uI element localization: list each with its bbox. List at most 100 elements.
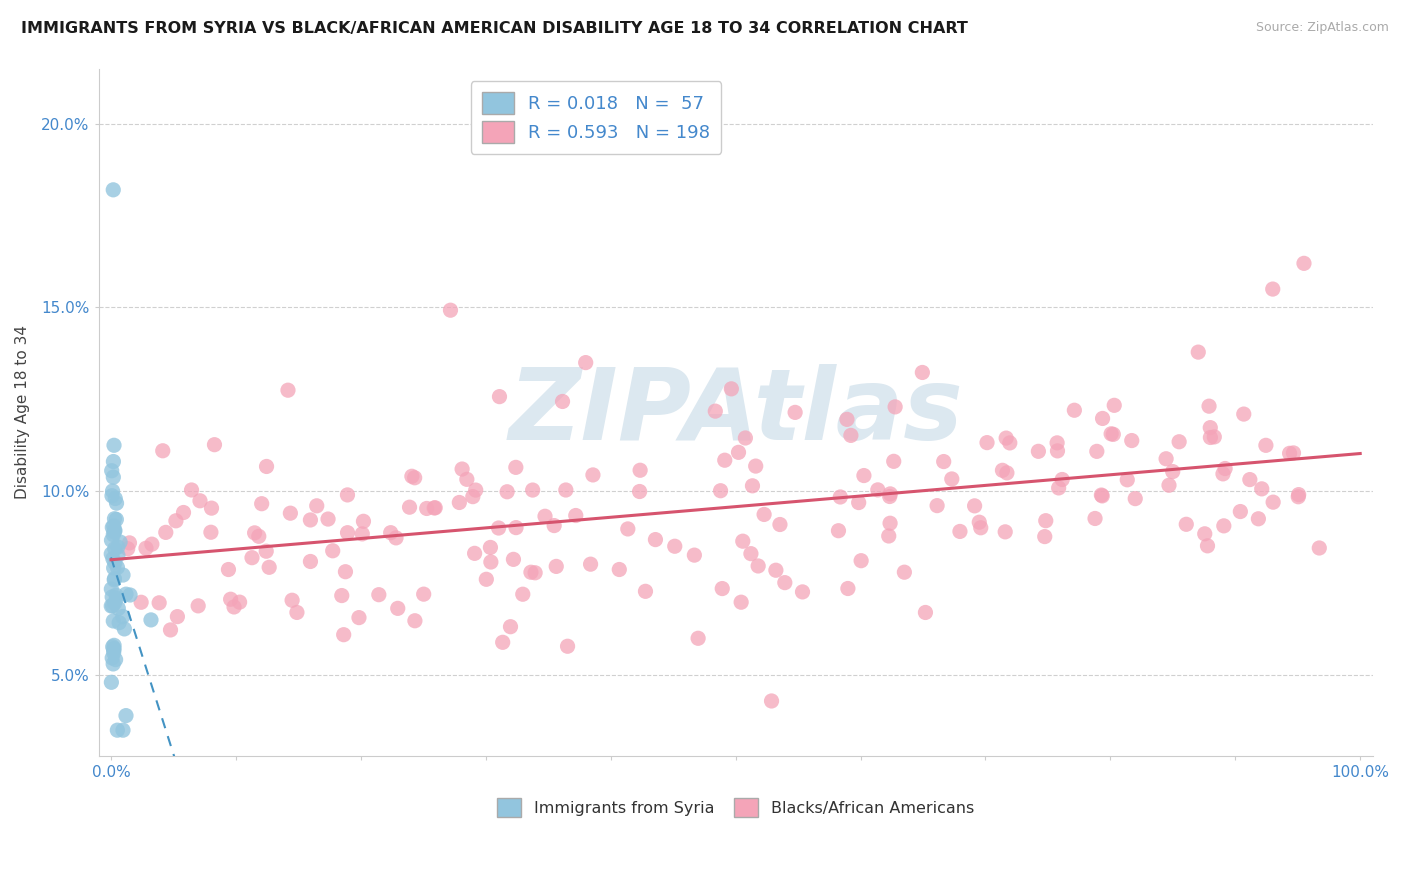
Point [111,568,134,582]
Point [792,585,814,599]
Point [120,588,142,602]
Point [367,588,389,602]
Point [104,524,127,538]
Point [1204,430,1226,444]
Point [111,609,134,624]
Point [628,484,651,499]
Point [103,643,125,657]
Point [219,592,242,607]
Point [741,479,763,493]
Point [330,589,353,603]
Point [1212,467,1234,481]
Point [740,547,762,561]
Point [1194,526,1216,541]
Point [512,587,534,601]
Point [165,514,187,528]
Point [1199,430,1222,444]
Point [180,483,202,497]
Point [1046,443,1069,458]
Point [479,541,502,555]
Point [108,535,131,549]
Point [1102,398,1125,412]
Point [830,490,852,504]
Point [1254,438,1277,452]
Point [941,472,963,486]
Point [879,516,901,531]
Point [773,575,796,590]
Point [1090,488,1112,502]
Point [412,587,434,601]
Point [101,651,124,665]
Point [103,454,125,468]
Point [103,524,125,539]
Point [108,615,131,630]
Point [1286,490,1309,504]
Point [101,483,124,498]
Point [1197,539,1219,553]
Point [1099,426,1122,441]
Point [879,490,901,504]
Point [1288,488,1310,502]
Text: IMMIGRANTS FROM SYRIA VS BLACK/AFRICAN AMERICAN DISABILITY AGE 18 TO 34 CORRELAT: IMMIGRANTS FROM SYRIA VS BLACK/AFRICAN A… [21,21,967,36]
Point [105,588,128,602]
Point [727,445,749,459]
Point [100,547,122,561]
Point [582,467,605,482]
Point [720,382,742,396]
Point [731,534,754,549]
Point [765,563,787,577]
Point [336,525,359,540]
Point [103,438,125,452]
Text: Source: ZipAtlas.com: Source: ZipAtlas.com [1256,21,1389,34]
Point [100,464,122,478]
Point [254,544,277,558]
Point [1261,282,1284,296]
Point [1292,256,1315,270]
Point [335,565,357,579]
Point [963,499,986,513]
Point [1278,446,1301,460]
Point [1154,451,1177,466]
Point [250,497,273,511]
Point [927,499,949,513]
Point [1028,444,1050,458]
Point [502,552,524,566]
Point [104,491,127,506]
Point [565,508,588,523]
Point [347,610,370,624]
Point [1121,434,1143,448]
Point [1047,481,1070,495]
Point [117,541,139,556]
Point [617,522,640,536]
Point [385,531,408,545]
Point [1212,519,1234,533]
Point [451,462,474,476]
Point [103,519,125,533]
Point [488,390,510,404]
Point [464,483,486,497]
Point [479,555,502,569]
Point [118,536,141,550]
Point [398,500,420,515]
Point [281,593,304,607]
Point [105,591,128,606]
Point [534,509,557,524]
Point [1123,491,1146,506]
Point [100,533,122,548]
Point [827,524,849,538]
Point [769,517,792,532]
Point [688,632,710,646]
Point [1063,403,1085,417]
Point [524,566,547,580]
Point [1168,434,1191,449]
Point [103,527,125,541]
Point [761,694,783,708]
Point [135,541,157,556]
Point [1046,435,1069,450]
Point [1250,482,1272,496]
Point [449,495,471,509]
Point [103,573,125,587]
Point [100,675,122,690]
Point [744,459,766,474]
Point [129,595,152,609]
